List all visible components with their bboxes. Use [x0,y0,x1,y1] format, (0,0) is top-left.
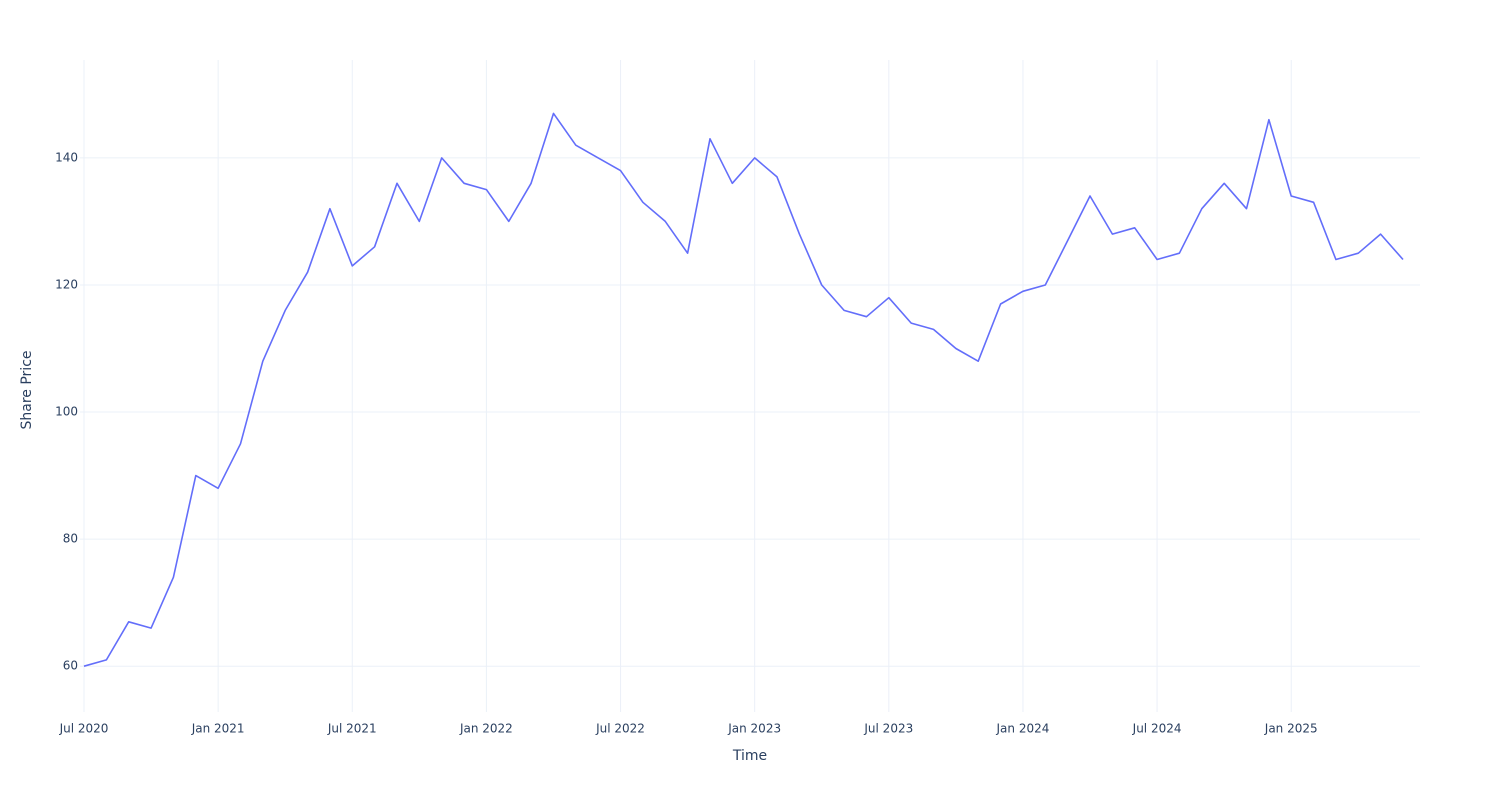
x-tick-label: Jan 2024 [996,722,1050,736]
x-tick-label: Jul 2022 [595,722,645,736]
x-tick-label: Jul 2023 [863,722,913,736]
x-tick-label: Jan 2022 [459,722,513,736]
x-tick-label: Jan 2023 [727,722,781,736]
x-tick-label: Jan 2025 [1264,722,1318,736]
x-tick-label: Jul 2020 [59,722,109,736]
y-tick-label: 120 [55,277,78,291]
x-tick-label: Jul 2024 [1132,722,1182,736]
price-line [83,112,1404,667]
y-tick-label: 140 [55,150,78,164]
x-axis-title: Time [732,748,767,764]
y-tick-label: 100 [55,405,78,419]
y-axis-title: Share Price [19,350,35,429]
x-tick-label: Jan 2021 [191,722,245,736]
y-tick-label: 60 [63,659,78,673]
x-tick-label: Jul 2021 [327,722,377,736]
y-tick-label: 80 [63,532,78,546]
